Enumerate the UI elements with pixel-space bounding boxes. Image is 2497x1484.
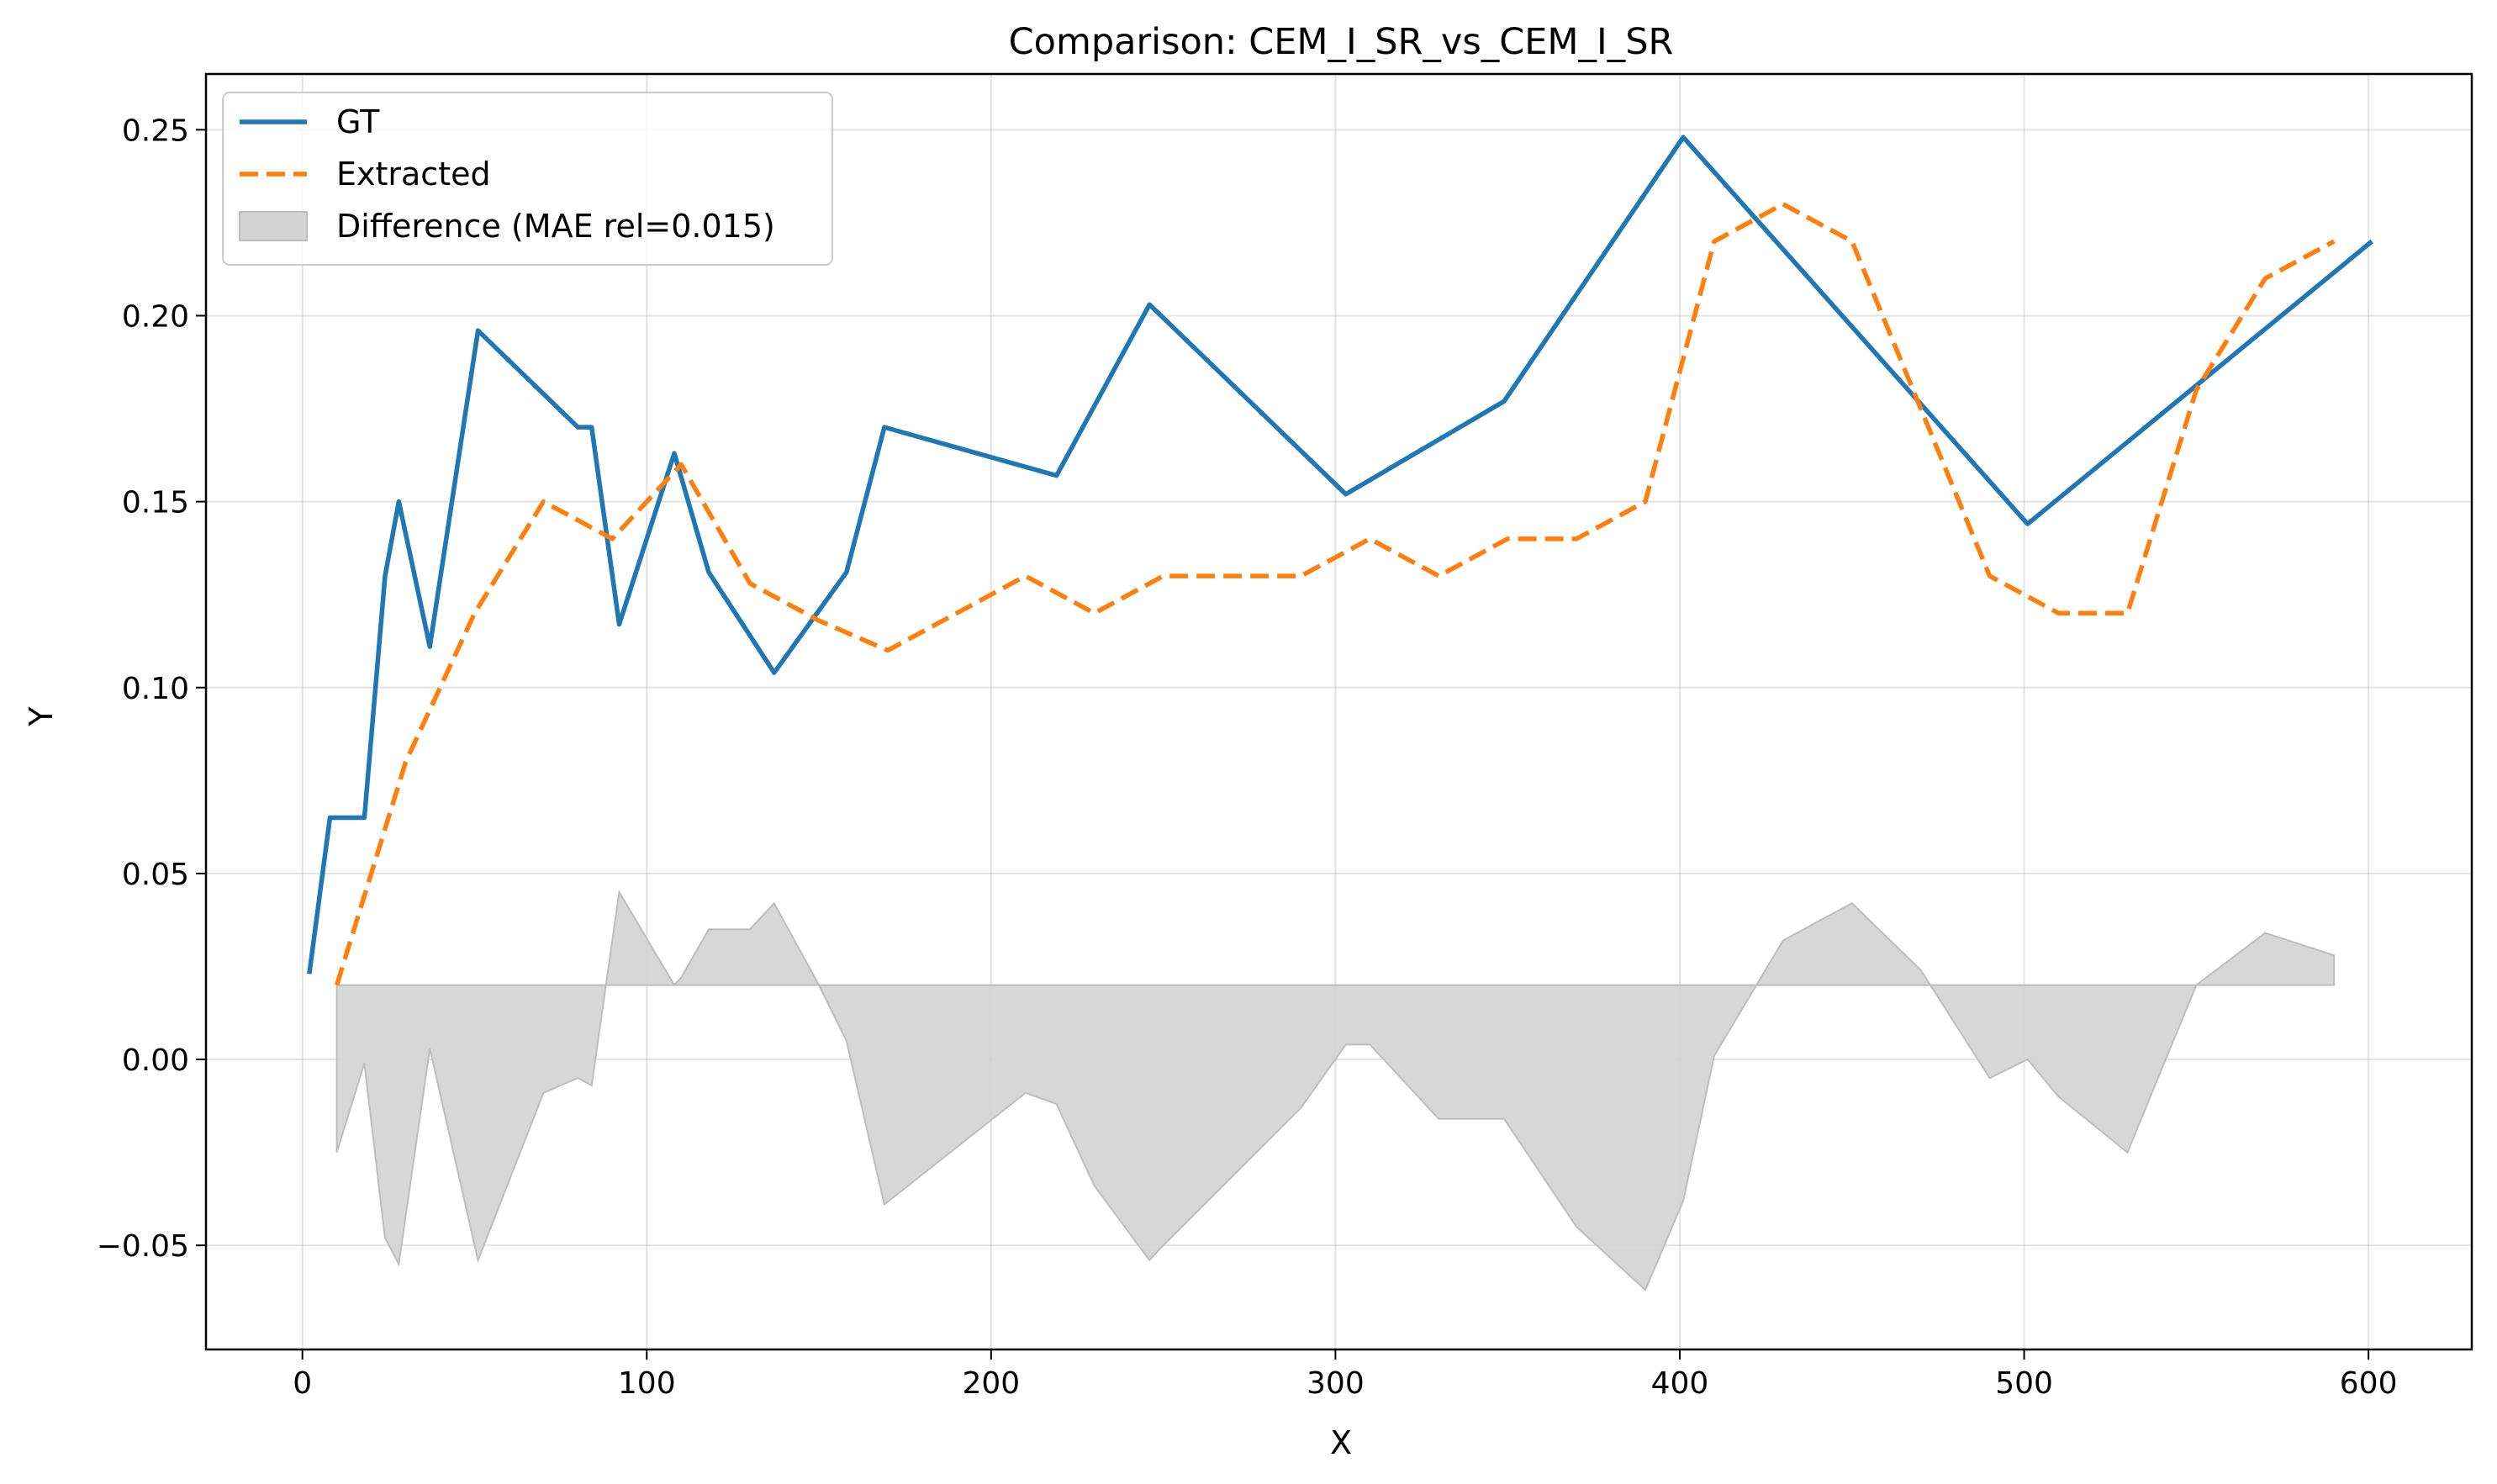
y-tick-label: 0.05 bbox=[122, 858, 189, 892]
x-tick-label: 500 bbox=[1995, 1366, 2053, 1401]
y-axis-label: Y bbox=[23, 706, 60, 727]
legend-label: Extracted bbox=[336, 156, 491, 193]
x-tick-label: 100 bbox=[618, 1366, 676, 1401]
x-axis-label: X bbox=[1330, 1424, 1352, 1461]
legend-label: Difference (MAE rel=0.015) bbox=[336, 208, 775, 245]
x-axis-ticks: 0 100 200 300 400 500 600 bbox=[293, 1349, 2397, 1401]
legend-label: GT bbox=[336, 103, 380, 140]
legend-box bbox=[222, 92, 833, 266]
y-tick-label: 0.15 bbox=[122, 486, 189, 520]
plot-frame bbox=[204, 72, 2473, 1351]
plot-series bbox=[307, 135, 2373, 1291]
x-tick-label: 200 bbox=[962, 1366, 1020, 1401]
gt-series-line bbox=[307, 135, 2373, 974]
y-axis-ticks: −0.05 0.00 0.05 0.10 0.15 0.20 0.25 bbox=[97, 114, 206, 1264]
x-tick-label: 600 bbox=[2340, 1366, 2398, 1401]
y-tick-label: 0.20 bbox=[122, 299, 189, 334]
x-tick-label: 0 bbox=[293, 1366, 312, 1401]
x-tick-label: 300 bbox=[1307, 1366, 1365, 1401]
legend: GT Extracted Difference (MAE rel=0.015) bbox=[222, 92, 833, 266]
chart-title: Comparison: CEM_I_SR_vs_CEM_I_SR bbox=[1009, 21, 1674, 63]
x-tick-label: 400 bbox=[1651, 1366, 1709, 1401]
extracted-series-line bbox=[335, 202, 2336, 986]
difference-area bbox=[335, 890, 2336, 1291]
y-tick-label: 0.00 bbox=[122, 1043, 189, 1078]
y-tick-label: −0.05 bbox=[97, 1229, 189, 1264]
y-tick-label: 0.25 bbox=[122, 114, 189, 148]
y-tick-label: 0.10 bbox=[122, 672, 189, 706]
legend-swatch-difference bbox=[239, 211, 308, 241]
